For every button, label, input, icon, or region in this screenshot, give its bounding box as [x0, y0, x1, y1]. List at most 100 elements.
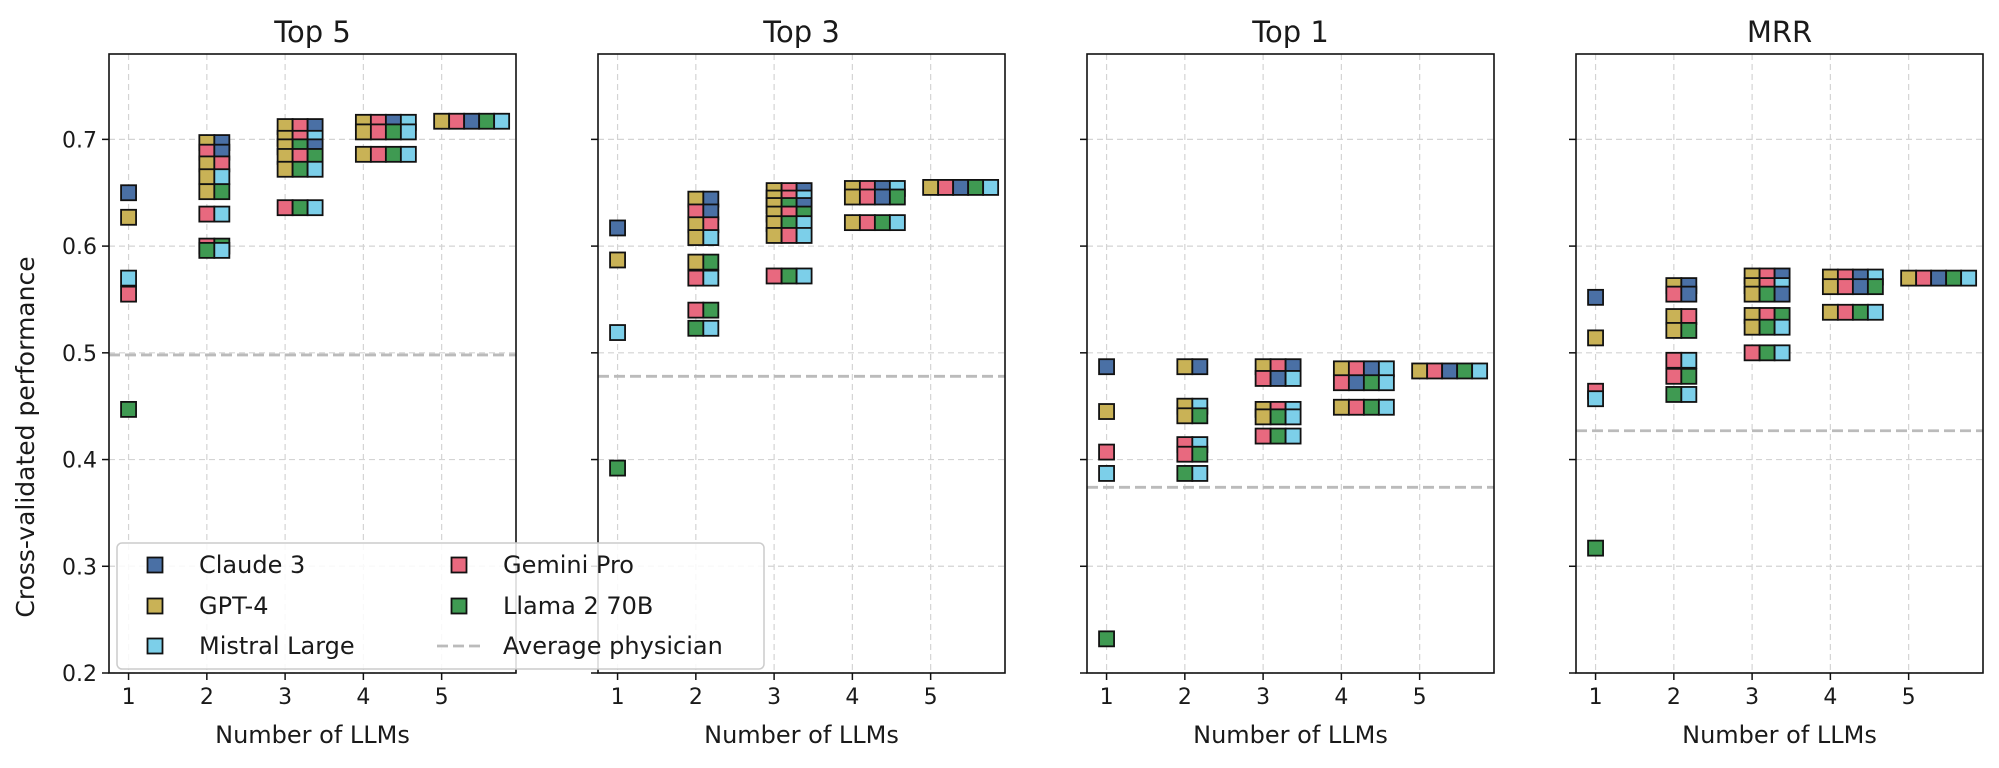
- data-point: [120, 285, 137, 303]
- data-point: [1191, 465, 1209, 482]
- y-tick-label: 0.5: [62, 342, 97, 367]
- data-point: [1411, 362, 1429, 380]
- data-point: [1176, 445, 1194, 463]
- legend-label-llama-2-70b: Llama 2 70B: [503, 592, 653, 620]
- data-point: [1945, 269, 1963, 287]
- data-point: [888, 214, 906, 232]
- panel-top-5: 0.2 0.3 0.4 0.5 0.6 0.7 1 2 3 4 5 Number of LLMs Top…: [62, 15, 517, 749]
- data-point: [1269, 427, 1287, 445]
- data-point: [1758, 318, 1776, 336]
- data-point: [198, 241, 216, 259]
- data-point: [609, 459, 626, 477]
- data-point: [1665, 285, 1683, 303]
- data-point: [120, 269, 137, 287]
- data-point: [369, 123, 387, 141]
- data-point: [1441, 362, 1459, 380]
- x-tick-label: 1: [611, 685, 625, 710]
- data-point: [1347, 360, 1365, 378]
- data-point: [1362, 360, 1380, 378]
- panel-frame: [597, 53, 1006, 674]
- data-point: [198, 205, 216, 223]
- panel-title: Top 1: [1251, 15, 1329, 49]
- data-point: [702, 229, 720, 246]
- data-point: [1362, 398, 1380, 416]
- data-point: [1332, 374, 1350, 392]
- data-point: [858, 188, 876, 206]
- data-point: [1773, 344, 1791, 362]
- data-point: [780, 227, 798, 244]
- data-point: [1836, 303, 1854, 321]
- y-axis-label: Cross-validated performance: [11, 256, 40, 617]
- data-point: [1851, 303, 1869, 321]
- x-tick-label: 5: [435, 685, 449, 710]
- x-tick-label: 4: [1823, 685, 1837, 710]
- data-point: [399, 145, 417, 163]
- data-point: [1773, 318, 1791, 336]
- data-point: [1191, 358, 1209, 376]
- data-point: [1362, 374, 1380, 392]
- legend-marker-gpt-4: [146, 597, 164, 615]
- data-point: [213, 183, 231, 201]
- data-point: [463, 112, 481, 130]
- x-axis-label: Number of LLMs: [704, 721, 899, 749]
- data-point: [1284, 370, 1302, 387]
- data-point: [1866, 278, 1884, 296]
- x-tick-label: 1: [1100, 685, 1114, 710]
- data-point: [1866, 303, 1884, 321]
- data-point: [213, 205, 231, 223]
- x-tick-label: 5: [1902, 685, 1916, 710]
- data-point: [399, 123, 417, 141]
- data-point: [384, 145, 402, 163]
- data-point: [1680, 351, 1698, 369]
- data-point: [276, 199, 294, 217]
- data-point: [609, 219, 626, 237]
- panel-frame: [108, 53, 517, 674]
- data-point: [384, 123, 402, 141]
- y-tick-label: 0.3: [62, 555, 97, 580]
- data-point: [795, 267, 813, 285]
- legend: Claude 3 GPT-4 Mistral Large Gemini Pro Llam…: [116, 542, 765, 670]
- data-point: [1900, 269, 1918, 287]
- data-point: [1821, 303, 1839, 321]
- data-point: [765, 267, 783, 285]
- data-point: [843, 188, 861, 206]
- x-tick-label: 4: [1334, 685, 1348, 710]
- data-point: [1269, 370, 1287, 387]
- data-point: [967, 179, 985, 196]
- data-point: [1587, 539, 1604, 557]
- data-point: [1377, 360, 1395, 378]
- x-tick-label: 4: [356, 685, 370, 710]
- data-point: [448, 112, 466, 130]
- x-tick-label: 2: [200, 685, 214, 710]
- data-point: [1915, 269, 1933, 287]
- data-point: [873, 214, 891, 232]
- y-tick-label: 0.4: [62, 449, 97, 474]
- data-points: [1098, 358, 1489, 648]
- data-point: [1254, 408, 1272, 426]
- data-point: [213, 168, 231, 186]
- data-point: [609, 324, 626, 341]
- data-point: [1665, 351, 1683, 369]
- data-point: [937, 179, 955, 196]
- data-point: [213, 241, 231, 259]
- legend-marker-gemini-pro: [450, 556, 468, 574]
- data-point: [1665, 322, 1683, 339]
- x-tick-label: 5: [924, 685, 938, 710]
- data-point: [120, 184, 137, 202]
- data-point: [1347, 374, 1365, 392]
- x-tick-label: 3: [1745, 685, 1759, 710]
- panel-title: Top 3: [762, 15, 840, 49]
- data-point: [1176, 407, 1194, 425]
- data-points: [609, 179, 1000, 477]
- data-point: [369, 145, 387, 163]
- x-tick-label: 3: [1256, 685, 1270, 710]
- data-point: [795, 227, 813, 244]
- panels: 0.2 0.3 0.4 0.5 0.6 0.7 1 2 3 4 5 Number of LLMs Top…: [62, 15, 1984, 749]
- data-point: [120, 208, 137, 226]
- x-axis-label: Number of LLMs: [1193, 721, 1388, 749]
- data-point: [843, 214, 861, 232]
- panel-frame: [1086, 53, 1495, 674]
- data-point: [609, 251, 626, 269]
- panel-title: MRR: [1747, 15, 1812, 49]
- panel-frame: [1575, 53, 1984, 674]
